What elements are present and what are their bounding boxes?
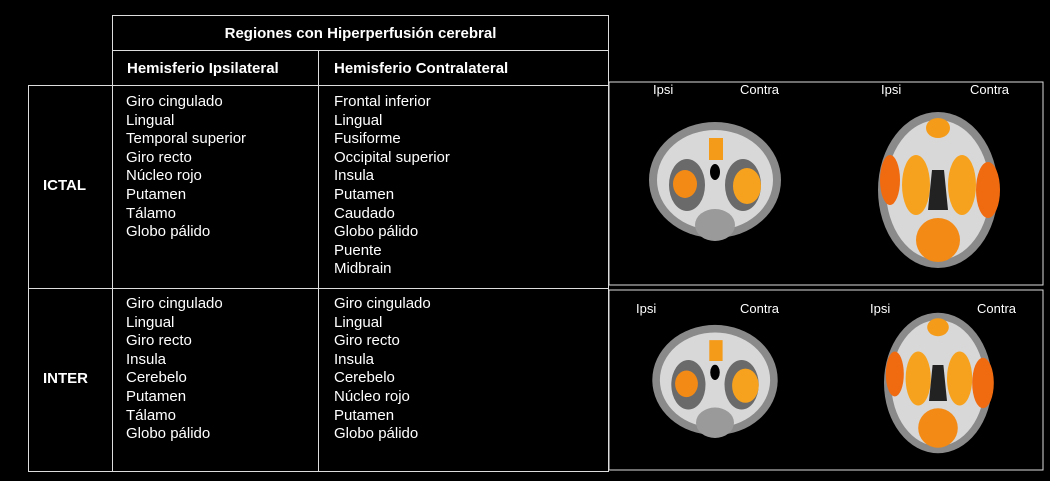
region-item: Globo pálido bbox=[334, 425, 419, 443]
region-item: Frontal inferior bbox=[334, 93, 431, 110]
row-label: INTER bbox=[43, 370, 88, 387]
image-label: Ipsi bbox=[653, 82, 673, 97]
region-item: Giro cingulado bbox=[126, 295, 223, 312]
region-item: Giro recto bbox=[126, 332, 192, 350]
region-item: Cerebelo bbox=[126, 369, 187, 387]
region-item: Midbrain bbox=[334, 260, 392, 278]
image-label: Ipsi bbox=[870, 301, 890, 316]
region-item: Giro recto bbox=[334, 332, 400, 350]
region-item: Putamen bbox=[126, 387, 187, 405]
region-list: Frontal inferior Lingual Fusiforme Occipita… bbox=[334, 93, 450, 279]
region-item: Insula bbox=[334, 167, 375, 185]
region-item: Lingual bbox=[126, 111, 175, 129]
row-label: ICTAL bbox=[43, 177, 87, 194]
region-item: Puente bbox=[334, 241, 382, 259]
region-item: Putamen bbox=[334, 185, 395, 203]
image-label: Ipsi bbox=[881, 82, 901, 97]
region-item: Putamen bbox=[334, 406, 395, 424]
region-item: Globo pálido bbox=[126, 223, 211, 241]
region-item: Globo pálido bbox=[126, 425, 211, 443]
region-item: Núcleo rojo bbox=[334, 387, 410, 405]
region-item: Núcleo rojo bbox=[126, 167, 202, 185]
region-item: Fusiforme bbox=[334, 130, 401, 148]
region-item: Putamen bbox=[126, 185, 187, 203]
region-item: Cerebelo bbox=[334, 369, 395, 387]
region-item: Tálamo bbox=[126, 406, 177, 424]
image-label: Contra bbox=[740, 82, 780, 97]
region-item: Globo pálido bbox=[334, 223, 419, 241]
region-item: Lingual bbox=[334, 313, 383, 331]
region-item: Lingual bbox=[334, 111, 383, 129]
region-item: Insula bbox=[334, 350, 375, 368]
region-item: Lingual bbox=[126, 313, 175, 331]
region-list: Giro cingulado Lingual Giro recto Insula Cer… bbox=[334, 295, 431, 444]
image-label: Contra bbox=[977, 301, 1017, 316]
region-item: Giro cingulado bbox=[334, 295, 431, 312]
image-label: Ipsi bbox=[636, 301, 656, 316]
region-item: Giro cingulado bbox=[126, 93, 223, 110]
region-item: Insula bbox=[126, 350, 167, 368]
region-item: Giro recto bbox=[126, 148, 192, 166]
region-list: Giro cingulado Lingual Giro recto Insula Cer… bbox=[126, 295, 223, 444]
region-item: Temporal superior bbox=[126, 130, 247, 148]
image-label: Contra bbox=[970, 82, 1010, 97]
image-label: Contra bbox=[740, 301, 780, 316]
region-list: Giro cingulado Lingual Temporal superior Gi… bbox=[126, 93, 246, 242]
region-item: Caudado bbox=[334, 204, 395, 222]
region-item: Occipital superior bbox=[334, 148, 450, 166]
region-item: Tálamo bbox=[126, 204, 177, 222]
